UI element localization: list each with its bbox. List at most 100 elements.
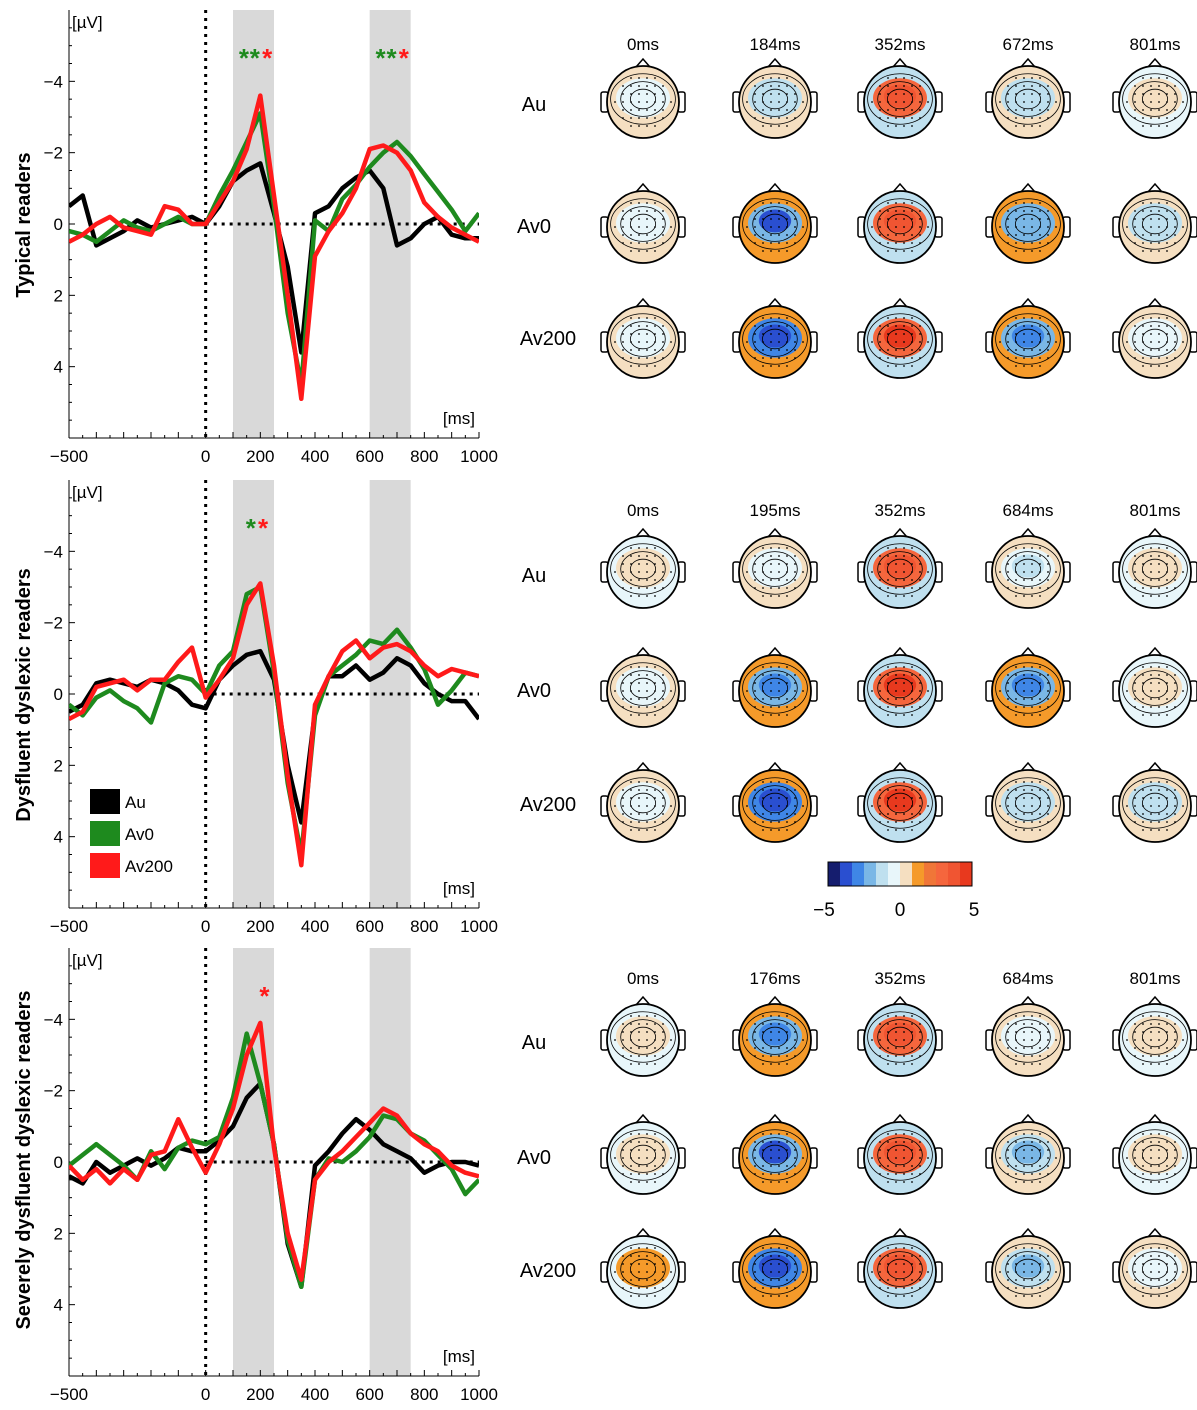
electrode-dot (1158, 1149, 1160, 1151)
electrode-dot (1134, 93, 1136, 95)
electrode-dot (911, 242, 913, 244)
topomap-nose (1020, 646, 1036, 657)
electrode-dot (1023, 1133, 1025, 1135)
electrode-dot (1134, 821, 1136, 823)
electrode-dot (919, 813, 921, 815)
electrode-dot (1158, 1295, 1160, 1297)
electrode-dot (646, 805, 648, 807)
electrode-dot (794, 1279, 796, 1281)
electrode-dot (638, 829, 640, 831)
topomap-head (600, 527, 686, 609)
electrode-dot (778, 587, 780, 589)
topomap-peak (1011, 1022, 1045, 1046)
electrode-dot (662, 1031, 664, 1033)
electrode-dot (1031, 125, 1033, 127)
electrode-dot (762, 1165, 764, 1167)
electrode-dot (770, 242, 772, 244)
topomap-outline (863, 1003, 937, 1077)
electrode-dot (646, 341, 648, 343)
electrode-dot (1166, 125, 1168, 127)
electrode-dot (630, 117, 632, 119)
electrode-dot (903, 234, 905, 236)
electrode-dot (1142, 85, 1144, 87)
electrode-dot (895, 234, 897, 236)
electrode-dot (1142, 1181, 1144, 1183)
electrode-dot (887, 579, 889, 581)
electrode-dot (638, 666, 640, 668)
topomap-outline (738, 305, 812, 379)
electrode-dot (1039, 714, 1041, 716)
electrode-dot (630, 210, 632, 212)
electrode-dot (1023, 781, 1025, 783)
electrode-dot (1039, 1149, 1041, 1151)
topomap-contour (752, 1137, 798, 1173)
topomap-nose (635, 297, 651, 308)
electrode-dot (1174, 1141, 1176, 1143)
electrode-dot (630, 1133, 632, 1135)
topomap-head (985, 646, 1071, 728)
electrode-dot (770, 1271, 772, 1273)
electrode-dot (887, 829, 889, 831)
electrode-dot (1134, 674, 1136, 676)
topomap-peak (1011, 324, 1045, 348)
electrode-dot (654, 77, 656, 79)
electrode-dot (1166, 1047, 1168, 1049)
colorbar-frame (827, 861, 973, 887)
electrode-dot (778, 1165, 780, 1167)
electrode-dot (903, 1255, 905, 1257)
x-tick-label: 600 (355, 917, 383, 936)
topomap-outline (606, 535, 680, 609)
electrode-dot (794, 1255, 796, 1257)
colorbar-cell (864, 862, 877, 886)
electrode-dot (1158, 1015, 1160, 1017)
electrode-dot (646, 571, 648, 573)
electrode-dot (762, 109, 764, 111)
electrode-dot (1150, 1157, 1152, 1159)
topomap-contour (620, 206, 666, 242)
electrode-dot (1047, 587, 1049, 589)
electrode-dot (1031, 805, 1033, 807)
electrode-dot (754, 1287, 756, 1289)
topomap-peak (626, 84, 660, 108)
topomap-head (600, 297, 686, 379)
electrode-dot (1158, 1157, 1160, 1159)
electrode-dot (1007, 706, 1009, 708)
electrode-dot (662, 821, 664, 823)
electrode-dot (770, 1141, 772, 1143)
panel-ylabel: Dysfluent dyslexic readers (13, 568, 35, 821)
electrode-dot (927, 101, 929, 103)
electrode-dot (638, 1031, 640, 1033)
topomap-contour (995, 777, 1061, 829)
electrode-dot (1142, 357, 1144, 359)
electrode-dot (646, 1055, 648, 1057)
electrode-dot (802, 341, 804, 343)
electrode-dot (887, 1263, 889, 1265)
topomap-contour (762, 677, 789, 699)
electrode-dot (662, 555, 664, 557)
electrode-dot (911, 365, 913, 367)
electrode-dot (919, 1023, 921, 1025)
electrode-dot (630, 349, 632, 351)
electrode-dot (1182, 805, 1184, 807)
electrode-dot (762, 85, 764, 87)
electrode-dot (1166, 242, 1168, 244)
electrode-dot (887, 1031, 889, 1033)
electrode-dot (1158, 1133, 1160, 1135)
electrode-dot (802, 101, 804, 103)
electrode-dot (770, 555, 772, 557)
electrode-dot (754, 587, 756, 589)
electrode-dot (654, 1141, 656, 1143)
legend-label-av0: Av0 (125, 825, 154, 844)
electrode-dot (1174, 821, 1176, 823)
electrode-dot (1039, 202, 1041, 204)
electrode-dot (1039, 357, 1041, 359)
electrode-dot (1031, 1255, 1033, 1257)
electrode-dot (1134, 1055, 1136, 1057)
electrode-dot (1031, 250, 1033, 252)
electrode-dot (1015, 1015, 1017, 1017)
electrode-dot (646, 698, 648, 700)
topomap-nose (892, 761, 908, 772)
electrode-dot (1031, 571, 1033, 573)
electrode-dot (622, 805, 624, 807)
topomap-nose (1147, 297, 1163, 308)
